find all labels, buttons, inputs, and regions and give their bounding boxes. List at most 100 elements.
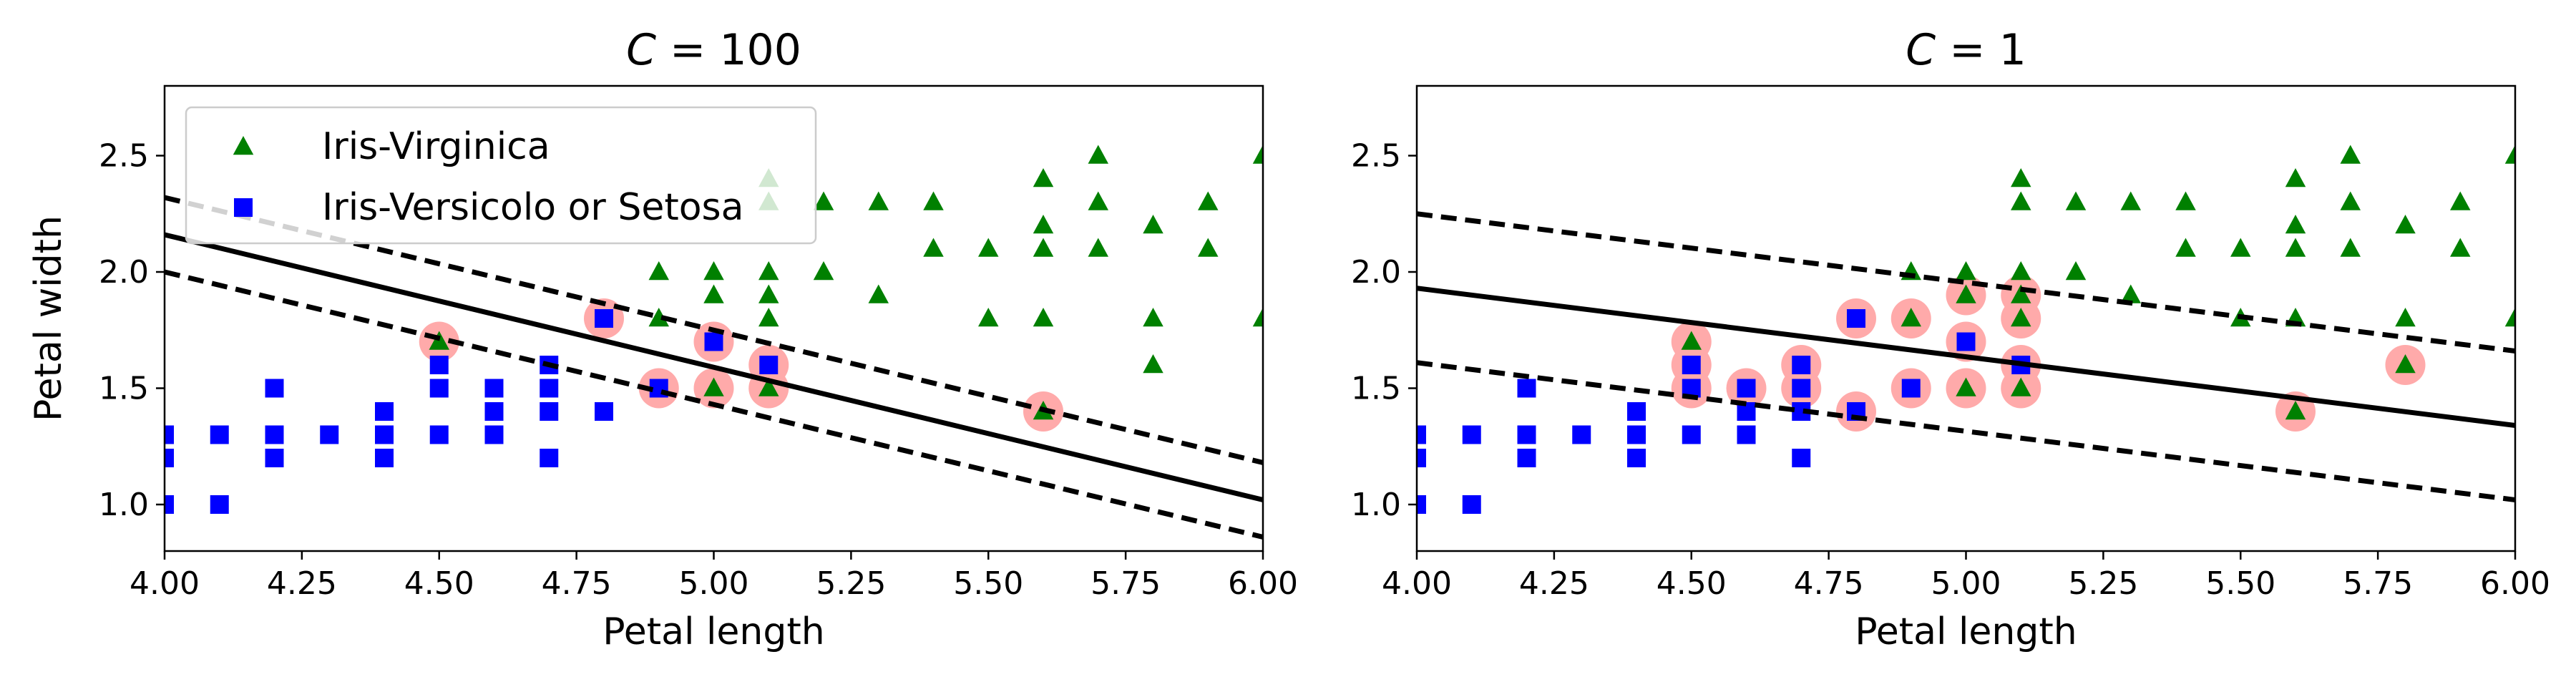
x-tick-label: 4.75 [1794,565,1864,602]
point-iris-versicolo-or-setosa [1462,495,1481,514]
point-iris-virginica [1956,261,1976,281]
point-iris-virginica [2395,215,2416,234]
point-iris-versicolo-or-setosa [165,449,174,467]
point-iris-virginica [1252,145,1263,164]
y-tick-label: 1.5 [99,371,149,407]
point-iris-virginica [2120,284,2141,303]
point-iris-virginica [758,284,779,303]
point-iris-versicolo-or-setosa [704,332,723,351]
point-iris-virginica [923,238,944,257]
point-iris-virginica [703,284,724,303]
x-tick-label: 5.00 [679,565,749,602]
point-iris-versicolo-or-setosa [1627,449,1646,467]
point-iris-versicolo-or-setosa [1792,449,1811,467]
point-iris-virginica [2011,261,2031,281]
y-tick-label: 1.0 [99,487,149,523]
title-variable: C [1906,25,1936,75]
point-iris-virginica [1956,284,1976,303]
point-iris-versicolo-or-setosa [1462,425,1481,444]
point-iris-versicolo-or-setosa [484,425,504,444]
point-iris-virginica [1033,308,1054,327]
point-iris-versicolo-or-setosa [1847,309,1865,328]
point-iris-virginica [868,284,889,303]
point-iris-virginica [2230,238,2251,257]
point-iris-versicolo-or-setosa [1737,379,1756,398]
point-iris-versicolo-or-setosa [540,402,559,421]
point-iris-virginica [1143,215,1163,234]
point-iris-versicolo-or-setosa [595,309,613,328]
point-iris-virginica [703,377,724,396]
title-value: = 100 [656,25,801,75]
point-iris-versicolo-or-setosa [165,495,174,514]
point-iris-versicolo-or-setosa [1956,332,1976,351]
point-iris-versicolo-or-setosa [1517,449,1536,467]
point-iris-virginica [648,261,669,281]
legend-box [185,106,817,245]
point-iris-versicolo-or-setosa [484,379,504,398]
point-iris-virginica [1143,354,1163,374]
x-tick-label: 5.25 [816,565,886,602]
margin-lower-line [1417,360,2515,502]
point-iris-virginica [1088,238,1108,257]
point-iris-versicolo-or-setosa [1792,356,1811,374]
point-iris-virginica [2450,238,2471,257]
x-tick-label: 4.50 [404,565,474,602]
point-iris-versicolo-or-setosa [595,402,613,421]
point-iris-virginica [2175,238,2196,257]
point-iris-virginica [1956,377,1976,396]
point-iris-versicolo-or-setosa [375,425,394,444]
x-tick-label: 5.50 [953,565,1023,602]
chart-title: C = 1 [1906,25,2026,75]
point-iris-virginica [813,191,834,210]
x-tick-label: 5.00 [1931,565,2001,602]
point-iris-virginica [2011,284,2031,303]
point-iris-virginica [2395,308,2416,327]
point-iris-virginica [2011,191,2031,210]
point-iris-versicolo-or-setosa [1737,425,1756,444]
legend-marker-square [234,198,253,217]
point-iris-virginica [2011,377,2031,396]
margin-lower-line [165,269,1263,540]
point-iris-versicolo-or-setosa [1572,425,1591,444]
point-iris-virginica [978,308,999,327]
point-iris-virginica [2065,261,2087,281]
point-iris-virginica [703,261,724,281]
point-iris-virginica [1143,308,1163,327]
point-iris-virginica [2120,191,2141,210]
point-iris-versicolo-or-setosa [265,425,284,444]
x-tick-label: 6.00 [2480,565,2550,602]
x-tick-label: 4.75 [542,565,612,602]
point-iris-virginica [1198,238,1219,257]
point-iris-versicolo-or-setosa [265,449,284,467]
point-iris-virginica [2340,238,2361,257]
point-iris-versicolo-or-setosa [540,449,559,467]
x-axis-label: Petal length [602,610,824,653]
legend-marker-triangle [233,136,254,155]
x-tick-label: 5.25 [2068,565,2138,602]
point-iris-virginica [2175,191,2196,210]
point-iris-virginica [1033,238,1054,257]
margin-upper-line [1417,211,2515,354]
point-iris-virginica [2504,145,2515,164]
point-iris-versicolo-or-setosa [1417,449,1426,467]
point-iris-virginica [2340,191,2361,210]
point-iris-virginica [2065,191,2087,210]
point-iris-virginica [1088,191,1108,210]
point-iris-virginica [758,308,779,327]
legend: Iris-Virginica Iris-Versicolo or Setosa [185,106,817,245]
title-value: = 1 [1936,25,2026,75]
x-tick-label: 4.00 [130,565,200,602]
point-iris-virginica [2011,168,2031,187]
x-tick-label: 4.00 [1382,565,1452,602]
point-iris-virginica [2285,215,2306,234]
point-iris-virginica [2340,145,2361,164]
point-iris-virginica [758,261,779,281]
y-tick-label: 1.5 [1351,371,1401,407]
point-iris-versicolo-or-setosa [1901,379,1921,398]
point-iris-versicolo-or-setosa [1517,379,1536,398]
y-tick-label: 2.5 [1351,138,1401,175]
point-iris-versicolo-or-setosa [429,379,449,398]
point-iris-virginica [978,238,999,257]
x-tick-label: 6.00 [1228,565,1298,602]
